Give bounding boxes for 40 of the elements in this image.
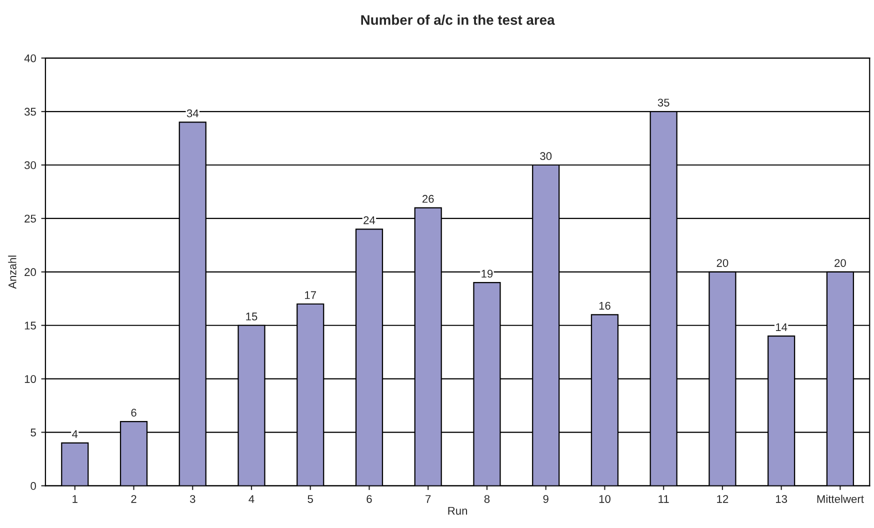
y-tick-label: 10 xyxy=(24,375,36,383)
y-tick-label: 20 xyxy=(24,268,36,276)
x-tick-label: 7 xyxy=(426,495,431,503)
data-label: 24 xyxy=(364,216,376,224)
data-label: 6 xyxy=(131,408,136,417)
data-label: 14 xyxy=(776,323,788,331)
data-label: 34 xyxy=(186,109,198,118)
data-label: 20 xyxy=(716,259,728,267)
y-tick-label: 0 xyxy=(30,482,36,490)
x-tick-label: 5 xyxy=(308,495,313,503)
x-tick-label: 2 xyxy=(131,495,136,503)
data-label: 20 xyxy=(834,259,846,267)
x-tick-label: 10 xyxy=(599,495,610,503)
data-label: 17 xyxy=(305,291,316,299)
y-tick-label: 5 xyxy=(30,428,36,436)
y-tick-label: 40 xyxy=(24,54,36,62)
x-tick-label: 3 xyxy=(190,495,196,503)
chart-title: Number of a/c in the test area xyxy=(361,14,555,26)
x-tick-label: 12 xyxy=(717,495,728,503)
x-tick-label: 4 xyxy=(248,495,254,503)
x-tick-label: 1 xyxy=(72,495,78,503)
x-axis-title: Run xyxy=(448,506,468,515)
x-tick-label: 8 xyxy=(484,495,490,503)
data-label: 30 xyxy=(540,152,552,160)
x-tick-label: 11 xyxy=(658,495,669,503)
y-tick-label: 25 xyxy=(24,214,36,223)
x-tick-label: 6 xyxy=(366,495,372,503)
data-label: 16 xyxy=(599,302,610,310)
x-tick-label: 13 xyxy=(776,495,788,503)
data-label: 19 xyxy=(482,270,493,278)
y-tick-label: 35 xyxy=(24,108,36,116)
x-tick-label: Mittelwert xyxy=(817,494,864,503)
data-label: 35 xyxy=(658,98,670,107)
y-axis-title: Anzahl xyxy=(8,256,16,289)
x-tick-label: 9 xyxy=(543,495,548,503)
data-label: 4 xyxy=(72,430,78,438)
y-tick-label: 15 xyxy=(24,322,36,330)
y-tick-label: 30 xyxy=(24,161,36,170)
data-label: 26 xyxy=(422,194,434,203)
data-label: 15 xyxy=(246,312,258,320)
